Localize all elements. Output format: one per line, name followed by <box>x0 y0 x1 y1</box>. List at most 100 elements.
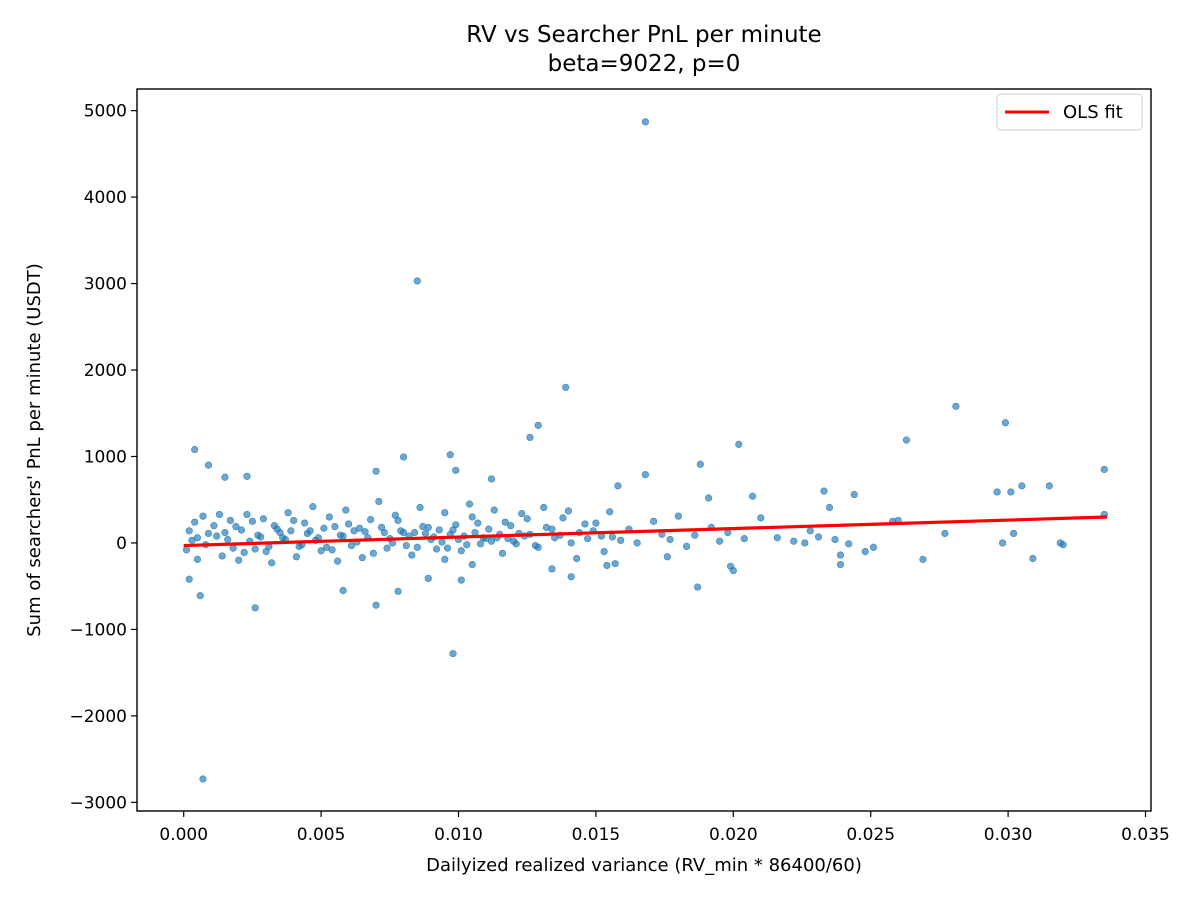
scatter-point <box>193 555 202 563</box>
x-tick-label: 0.005 <box>297 825 346 845</box>
scatter-point <box>199 512 207 520</box>
x-tick-label: 0.035 <box>1121 825 1170 845</box>
scatter-point <box>248 517 257 525</box>
scatter-point <box>869 543 878 551</box>
scatter-point <box>641 471 649 479</box>
scatter-point <box>474 519 482 527</box>
scatter-point <box>490 506 498 514</box>
scatter-point <box>446 451 454 459</box>
scatter-point <box>268 559 276 567</box>
y-tick-label: −1000 <box>69 620 127 640</box>
x-tick-label: 0.025 <box>846 825 895 845</box>
scatter-point <box>284 509 292 517</box>
scatter-point <box>650 517 658 525</box>
scatter-point <box>526 433 534 442</box>
scatter-point <box>740 535 748 543</box>
scatter-point <box>592 519 600 527</box>
scatter-point <box>215 510 224 519</box>
scatter-point <box>666 535 674 544</box>
scatter-point <box>339 532 347 540</box>
scatter-point <box>919 555 927 563</box>
scatter-point <box>416 503 424 512</box>
plot-frame <box>136 88 1152 812</box>
scatter-point <box>820 487 828 495</box>
scatter-point <box>562 383 570 391</box>
scatter-point <box>232 522 240 531</box>
scatter-point <box>380 528 388 537</box>
scatter-point <box>421 529 430 538</box>
scatter-point <box>564 507 573 515</box>
scatter-point <box>210 522 218 530</box>
scatter-point <box>518 509 526 518</box>
x-tick-label: 0.000 <box>159 825 208 845</box>
scatter-point <box>825 503 834 512</box>
scatter-point <box>424 574 432 583</box>
scatter-point <box>735 440 743 448</box>
scatter-point <box>850 490 858 499</box>
scatter-point <box>182 546 191 554</box>
x-tick-label: 0.020 <box>709 825 758 845</box>
scatter-point <box>1007 488 1015 496</box>
y-axis-ticks: −3000 −2000 −1000 0 1000 2000 3000 4000 5000 <box>69 102 137 813</box>
scatter-point <box>485 525 493 533</box>
scatter-point <box>235 556 243 564</box>
scatter-point <box>465 500 474 508</box>
scatter-point <box>941 529 949 538</box>
scatter-point <box>608 533 616 541</box>
scatter-point <box>814 533 823 541</box>
scatter-point <box>501 518 509 526</box>
scatter-point <box>449 650 457 658</box>
scatter-point <box>292 553 300 561</box>
scatter-point <box>548 565 556 573</box>
scatter-point <box>375 497 383 506</box>
scatter-point <box>199 775 207 783</box>
scatter-point <box>204 529 213 538</box>
scatter-point <box>540 503 548 512</box>
scatter-point <box>287 527 295 535</box>
scatter-point <box>831 535 839 544</box>
scatter-point <box>243 472 251 480</box>
legend-label-ols: OLS fit <box>1063 102 1123 123</box>
scatter-point <box>581 520 589 528</box>
scatter-point <box>399 453 408 461</box>
scatter-point <box>443 544 452 552</box>
scatter-point <box>696 460 704 468</box>
y-tick-label: −2000 <box>69 707 127 727</box>
scatter-point <box>534 421 542 429</box>
scatter-point <box>611 560 619 568</box>
scatter-point <box>674 512 682 520</box>
scatter-point <box>498 549 507 557</box>
scatter-point <box>435 526 443 534</box>
scatter-point <box>301 519 309 527</box>
scatter-point <box>487 475 496 483</box>
scatter-point <box>1045 482 1053 490</box>
scatter-point <box>704 494 713 502</box>
scatter-point <box>617 536 625 544</box>
scatter-point <box>372 601 380 609</box>
scatter-point <box>397 527 405 535</box>
y-tick-label: 2000 <box>84 361 127 381</box>
scatter-point <box>748 492 757 500</box>
scatter-point <box>523 515 531 523</box>
scatter-point <box>902 436 911 444</box>
scatter-point <box>432 545 441 553</box>
scatter-point <box>457 576 465 584</box>
scatter-point <box>402 541 410 550</box>
scatter-point <box>251 545 259 553</box>
scatter-point <box>273 525 281 533</box>
scatter-point <box>463 541 471 549</box>
scatter-point <box>1029 554 1037 563</box>
scatter-point <box>334 557 342 565</box>
scatter-point <box>715 537 724 545</box>
scatter-point <box>476 540 485 548</box>
scatter-point <box>682 542 691 551</box>
scatter-point <box>512 540 520 548</box>
scatter-point <box>369 549 377 557</box>
scatter-point <box>331 522 339 531</box>
fit-layer <box>183 515 1108 548</box>
scatter-point <box>344 520 353 528</box>
scatter-point <box>243 510 251 519</box>
scatter-point <box>691 531 699 539</box>
